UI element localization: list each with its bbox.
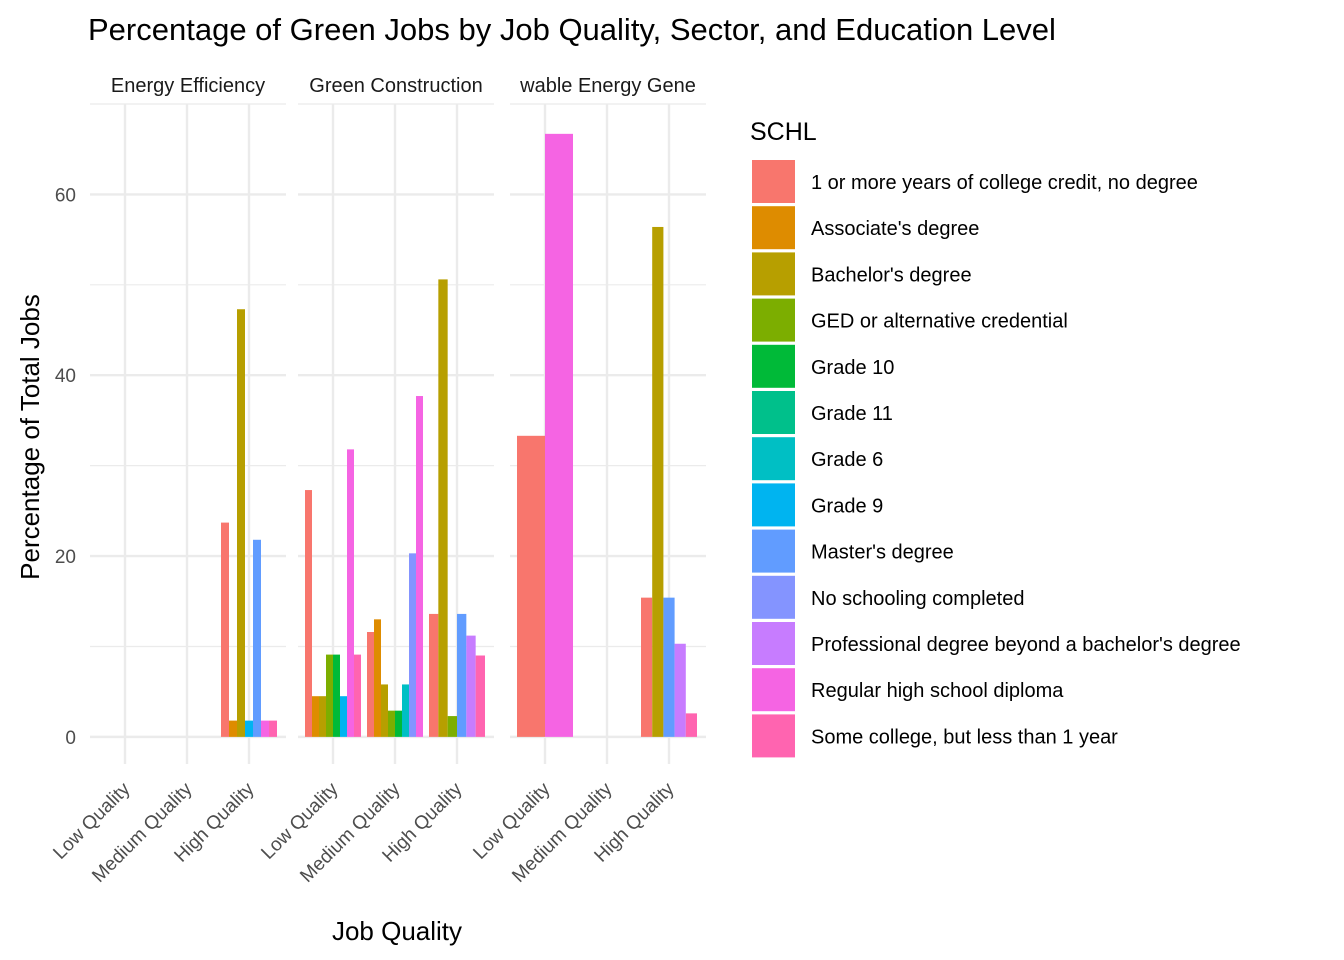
facet-strip-label: Green Construction — [309, 75, 482, 97]
bar — [305, 490, 312, 737]
bar — [416, 396, 423, 737]
legend-title: SCHL — [750, 118, 817, 146]
bar — [269, 720, 277, 737]
legend-label: Grade 10 — [811, 357, 894, 379]
legend-item: No schooling completed — [752, 575, 1024, 619]
bar — [517, 435, 545, 737]
bar — [347, 449, 354, 737]
bar — [652, 226, 664, 737]
legend: SCHL 1 or more years of college credit, … — [750, 118, 1241, 758]
bar — [237, 309, 245, 737]
legend-swatch — [752, 437, 795, 481]
legend-swatch — [752, 252, 795, 296]
y-tick-label: 60 — [55, 185, 76, 206]
bar — [674, 643, 686, 737]
bar — [402, 684, 409, 737]
bar — [466, 635, 476, 737]
bar — [354, 654, 361, 737]
legend-swatch — [752, 668, 795, 712]
legend-label: No schooling completed — [811, 588, 1024, 610]
bar — [409, 553, 416, 737]
legend-label: Associate's degree — [811, 218, 979, 240]
legend-label: Grade 11 — [811, 403, 893, 425]
y-tick-label: 0 — [65, 728, 76, 749]
bar — [545, 133, 573, 737]
bar — [245, 720, 253, 737]
y-tick-label: 40 — [55, 366, 76, 387]
bar — [438, 279, 448, 737]
bar — [395, 710, 402, 737]
legend-swatch — [752, 529, 795, 573]
bar — [261, 720, 269, 737]
legend-item: Grade 11 — [752, 391, 893, 434]
legend-swatch — [752, 160, 795, 203]
bar — [381, 684, 388, 737]
legend-item: Regular high school diploma — [752, 668, 1064, 712]
legend-item: Some college, but less than 1 year — [752, 714, 1118, 758]
legend-label: GED or alternative credential — [811, 311, 1068, 333]
legend-swatch — [752, 483, 795, 527]
bar — [447, 716, 457, 737]
bar — [253, 539, 261, 737]
x-axis-title: Job Quality — [332, 916, 462, 946]
bar — [367, 632, 374, 737]
legend-item: Grade 10 — [752, 344, 894, 388]
legend-item: Master's degree — [752, 529, 954, 573]
chart-title: Percentage of Green Jobs by Job Quality,… — [88, 12, 1056, 47]
legend-item: Associate's degree — [752, 206, 979, 250]
y-axis-title: Percentage of Total Jobs — [15, 294, 45, 580]
legend-item: GED or alternative credential — [752, 298, 1068, 342]
bar — [333, 654, 340, 737]
legend-item: 1 or more years of college credit, no de… — [752, 160, 1198, 203]
legend-swatch — [752, 622, 795, 665]
legend-swatch — [752, 344, 795, 388]
facet-strip-label: wable Energy Gene — [519, 75, 696, 97]
bar — [229, 720, 237, 737]
legend-label: 1 or more years of college credit, no de… — [811, 172, 1198, 194]
bar — [326, 654, 333, 737]
bar — [221, 522, 229, 737]
bar — [319, 696, 326, 737]
legend-swatch — [752, 298, 795, 342]
legend-label: Regular high school diploma — [811, 680, 1064, 702]
bar — [663, 597, 675, 737]
bar — [374, 619, 381, 737]
legend-label: Grade 6 — [811, 449, 883, 471]
legend-swatch — [752, 206, 795, 250]
bar — [475, 655, 485, 737]
bar — [641, 597, 653, 737]
legend-item: Grade 9 — [752, 483, 883, 527]
bar — [340, 696, 347, 737]
y-tick-label: 20 — [55, 547, 76, 568]
legend-label: Grade 9 — [811, 495, 883, 517]
bar — [312, 696, 319, 737]
bar — [685, 713, 697, 737]
facet-strip-label: Energy Efficiency — [111, 75, 265, 97]
legend-label: Professional degree beyond a bachelor's … — [811, 634, 1241, 656]
legend-item: Bachelor's degree — [752, 252, 972, 296]
legend-swatch — [752, 391, 795, 434]
legend-item: Professional degree beyond a bachelor's … — [752, 622, 1241, 665]
bar — [429, 613, 439, 737]
legend-swatch — [752, 575, 795, 619]
legend-label: Bachelor's degree — [811, 264, 972, 286]
legend-label: Master's degree — [811, 542, 954, 564]
legend-item: Grade 6 — [752, 437, 883, 481]
bar — [388, 710, 395, 737]
legend-swatch — [752, 714, 795, 758]
legend-label: Some college, but less than 1 year — [811, 726, 1118, 748]
bar — [457, 613, 467, 737]
